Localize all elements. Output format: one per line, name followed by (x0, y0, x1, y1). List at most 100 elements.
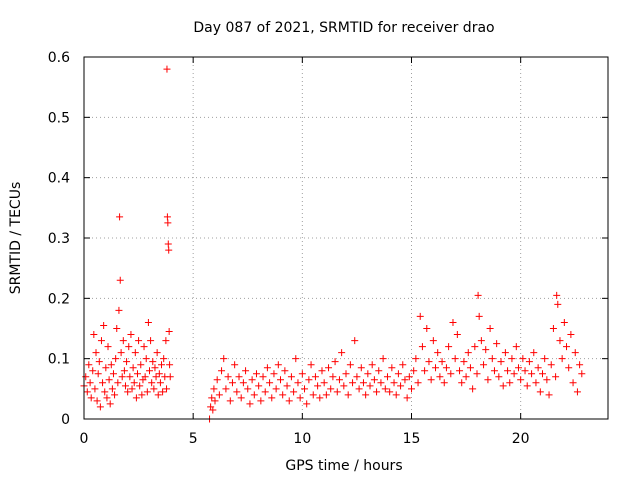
data-point (163, 213, 171, 221)
x-tick-label: 0 (80, 431, 89, 447)
chart-title: Day 087 of 2021, SRMTID for receiver dra… (193, 20, 494, 36)
data-point (449, 318, 457, 326)
data-point (539, 370, 546, 378)
data-point (364, 370, 372, 378)
data-point (532, 379, 540, 387)
data-point (86, 379, 94, 387)
data-point (425, 358, 433, 366)
data-point (432, 364, 440, 372)
data-point (244, 385, 252, 393)
data-point (560, 318, 568, 326)
data-point (91, 385, 99, 393)
data-point (427, 376, 435, 384)
data-point (255, 382, 263, 390)
data-point (108, 385, 116, 393)
data-point (442, 364, 450, 372)
data-point (447, 370, 455, 378)
data-point (159, 388, 167, 396)
data-point (292, 355, 300, 363)
data-point (156, 379, 164, 387)
data-point (329, 373, 337, 381)
y-tick-label: 0.4 (48, 171, 70, 187)
ticks: 0 5 10 15 20 0 0.1 0.2 0.3 0.4 0.5 0.6 (48, 50, 608, 447)
data-point (218, 367, 226, 375)
data-point (102, 364, 110, 372)
data-point (115, 306, 123, 314)
data-point (504, 367, 512, 375)
data-point (421, 367, 429, 375)
data-point (377, 379, 385, 387)
data-point (366, 382, 374, 390)
data-point (351, 337, 359, 345)
data-point (144, 318, 152, 326)
data-point (344, 391, 352, 399)
data-point (268, 394, 276, 402)
data-point (128, 385, 136, 393)
data-point (220, 355, 228, 363)
data-point (266, 379, 274, 387)
data-point (554, 300, 562, 308)
data-point (224, 373, 232, 381)
data-point (107, 361, 115, 369)
data-point (309, 391, 317, 399)
data-point (158, 361, 166, 369)
data-point (125, 343, 133, 351)
data-point (141, 373, 149, 381)
data-point (87, 394, 95, 402)
data-point (116, 276, 124, 284)
data-point (480, 361, 488, 369)
data-point (501, 349, 509, 357)
data-point (536, 388, 544, 396)
data-point (165, 246, 173, 254)
y-tick-label: 0.5 (48, 110, 70, 126)
data-point (82, 373, 90, 381)
data-point (211, 397, 219, 405)
data-point (569, 379, 577, 387)
data-point (493, 340, 501, 348)
data-point (301, 385, 309, 393)
data-point (248, 376, 256, 384)
data-point (90, 331, 98, 339)
data-point (103, 394, 111, 402)
plot-frame (83, 56, 609, 420)
data-point (133, 370, 141, 378)
data-point (464, 349, 472, 357)
data-point (283, 382, 291, 390)
data-point (423, 325, 431, 332)
data-point (469, 385, 477, 393)
data-point (113, 325, 121, 332)
data-point (408, 385, 415, 393)
data-point (316, 394, 324, 402)
data-point (394, 370, 402, 378)
data-point (573, 388, 581, 396)
data-point (163, 65, 171, 73)
data-point (259, 373, 267, 381)
data-point (123, 358, 131, 366)
data-point (279, 391, 287, 399)
data-point (99, 379, 107, 387)
data-point (105, 376, 113, 384)
data-point (541, 355, 549, 363)
data-point (499, 382, 507, 390)
data-point (506, 379, 514, 387)
x-tick-label: 15 (403, 431, 421, 447)
data-point (543, 376, 551, 384)
data-point (121, 382, 129, 390)
data-point (405, 373, 413, 381)
data-point (83, 388, 91, 396)
data-point (355, 385, 363, 393)
y-tick-label: 0.6 (48, 50, 70, 66)
data-point (208, 394, 216, 402)
data-point (508, 355, 516, 363)
data-point (132, 394, 140, 402)
data-point (290, 388, 298, 396)
data-point (307, 361, 315, 369)
y-tick-label: 0.2 (48, 291, 70, 307)
data-point (370, 376, 378, 384)
x-axis-label: GPS time / hours (285, 458, 402, 474)
data-point (517, 376, 525, 384)
data-point (438, 358, 446, 366)
data-point (305, 376, 313, 384)
data-point (272, 385, 280, 393)
data-point (534, 364, 542, 372)
